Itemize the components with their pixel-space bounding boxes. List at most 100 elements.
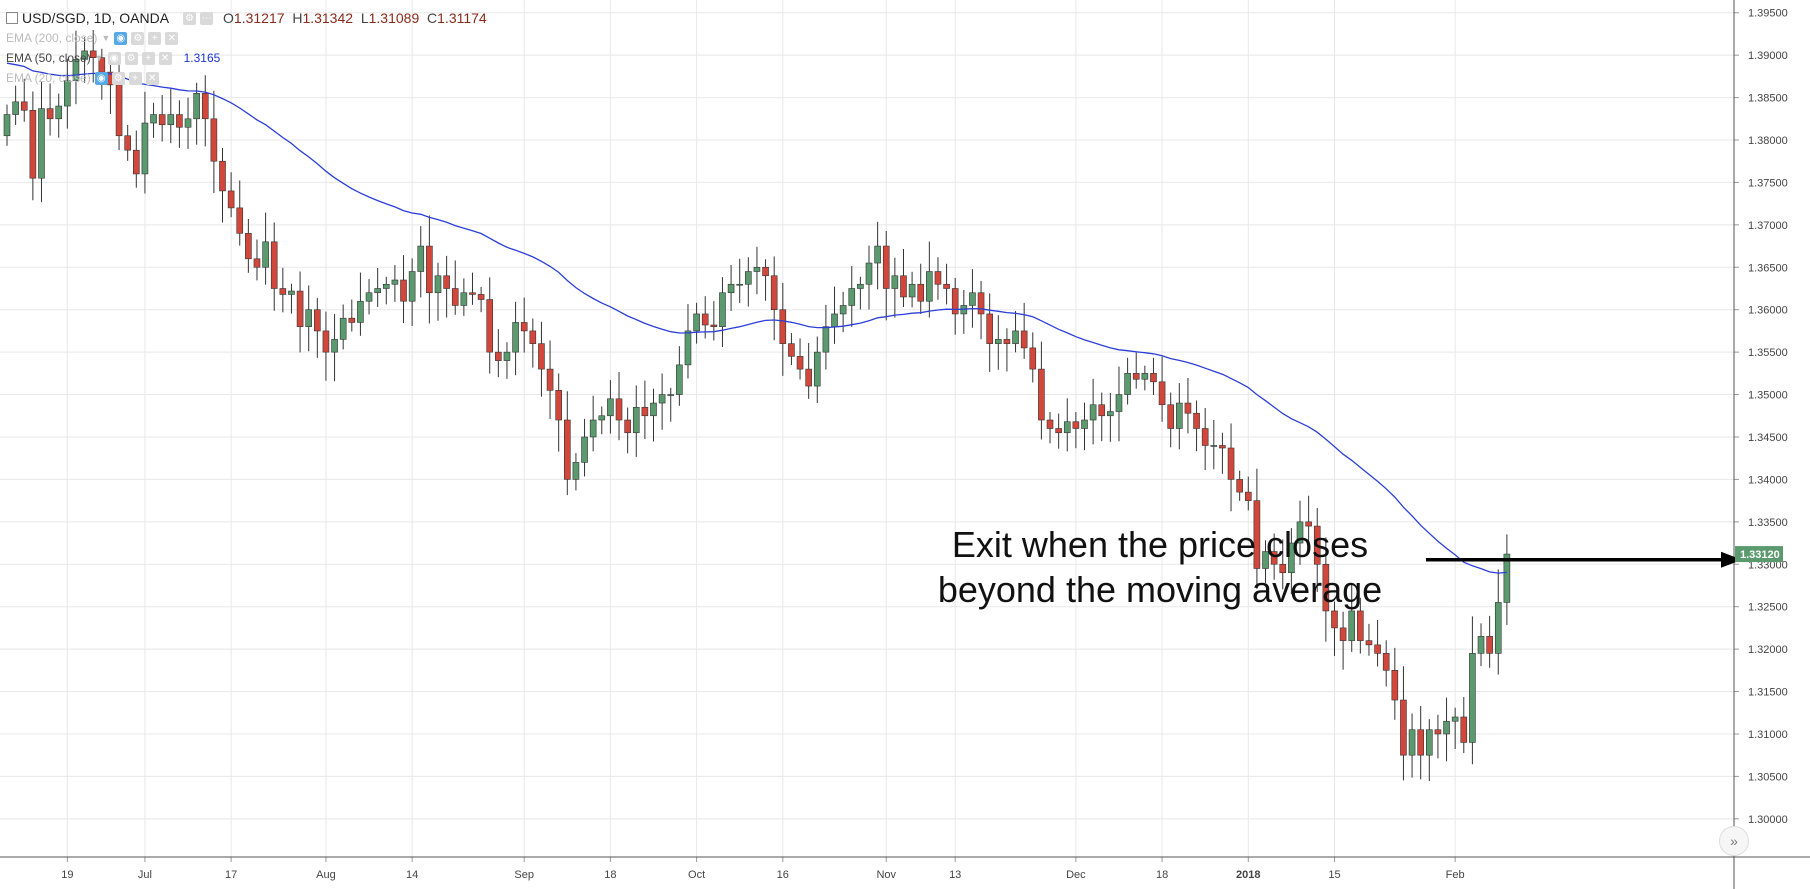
candle-up — [719, 292, 726, 327]
candle-up — [1063, 421, 1071, 434]
candle-down — [1331, 610, 1338, 629]
candle-down — [762, 266, 769, 277]
candle-down — [20, 101, 28, 111]
y-tick-label: 1.37500 — [1748, 177, 1788, 189]
candle-up — [288, 290, 295, 295]
close-icon[interactable]: ✕ — [158, 51, 172, 65]
candle-down — [701, 313, 709, 326]
candle-up — [141, 122, 149, 175]
eye-icon[interactable]: ◉ — [107, 51, 121, 65]
candle-down — [555, 390, 562, 421]
ema-50-line — [6, 62, 1507, 574]
candle-down — [917, 283, 925, 302]
x-tick-label: 18 — [604, 869, 616, 881]
collapse-icon[interactable] — [6, 12, 18, 24]
indicator-ema200[interactable]: EMA (200, close) ▼ ◉ ⚙ + ✕ — [6, 28, 487, 48]
candle-down — [1357, 610, 1364, 641]
candle-down — [322, 330, 330, 353]
candle-up — [874, 245, 881, 264]
candle-up — [262, 241, 269, 268]
close-icon[interactable]: ✕ — [145, 71, 159, 85]
candle-down — [46, 108, 54, 120]
plus-icon[interactable]: + — [148, 31, 162, 45]
settings-icon[interactable]: ⚙ — [183, 11, 197, 25]
y-tick-label: 1.30500 — [1748, 771, 1788, 783]
candle-up — [150, 114, 157, 124]
candle-down — [1391, 670, 1399, 701]
eye-icon[interactable]: ◉ — [114, 31, 128, 45]
low-label: L — [360, 10, 369, 26]
eye-icon[interactable]: ◉ — [94, 71, 108, 85]
indicator-ema50-value: 1.3165 — [183, 51, 221, 65]
candle-down — [1072, 421, 1080, 429]
indicator-ema50[interactable]: EMA (50, close) ▼ ◉ ⚙ + ✕ 1.3165 — [6, 48, 487, 68]
candle-down — [158, 114, 166, 126]
scroll-to-realtime-button[interactable]: » — [1719, 826, 1749, 856]
chevron-down-icon[interactable]: ▼ — [94, 53, 104, 63]
candle-down — [986, 313, 993, 344]
candle-up — [1426, 729, 1433, 756]
symbol-title[interactable]: USD/SGD, 1D, OANDA — [22, 10, 170, 26]
close-label: C — [427, 10, 438, 26]
y-tick-label: 1.32500 — [1748, 602, 1788, 614]
chevron-down-icon[interactable]: ▼ — [101, 33, 111, 43]
candle-down — [1486, 636, 1493, 654]
candle-down — [124, 135, 131, 151]
candle-down — [314, 309, 321, 332]
open-label: O — [223, 10, 234, 26]
plus-icon[interactable]: + — [141, 51, 155, 65]
candle-down — [1219, 445, 1226, 449]
settings-icon[interactable]: ⚙ — [111, 71, 125, 85]
candle-up — [1503, 553, 1511, 603]
candle-up — [64, 80, 71, 107]
candle-down — [563, 419, 571, 480]
candle-down — [1279, 563, 1287, 574]
candle-up — [1348, 610, 1356, 641]
candle-up — [891, 275, 899, 289]
candle-down — [89, 50, 97, 58]
candle-down — [296, 290, 304, 327]
settings-icon[interactable]: ⚙ — [124, 51, 138, 65]
candle-down — [253, 258, 261, 268]
candle-down — [1417, 729, 1424, 756]
candle-down — [770, 275, 778, 311]
candle-up — [391, 279, 399, 285]
more-icon[interactable]: ⋯ — [200, 11, 214, 25]
candle-up — [572, 462, 580, 480]
candle-up — [1115, 394, 1123, 412]
candle-up — [55, 105, 63, 120]
close-icon[interactable]: ✕ — [165, 31, 179, 45]
candle-down — [1382, 653, 1390, 671]
indicator-ema20[interactable]: EMA (20, close) ◉ ⚙ + ✕ — [6, 68, 487, 88]
indicator-ema20-label: EMA (20, close) — [6, 71, 91, 85]
x-tick-label: 17 — [225, 869, 237, 881]
x-tick-label: Dec — [1066, 869, 1086, 881]
candle-up — [434, 275, 442, 294]
indicator-ema200-label: EMA (200, close) — [6, 31, 98, 45]
plus-icon[interactable]: + — [128, 71, 142, 85]
candle-up — [167, 114, 175, 126]
candle-down — [1158, 381, 1166, 406]
open-value: 1.31217 — [233, 10, 285, 26]
candle-up — [339, 317, 347, 340]
last-price-label: 1.33120 — [1740, 549, 1780, 561]
candle-up — [1141, 373, 1149, 380]
candle-up — [1012, 330, 1019, 344]
candle-down — [1020, 330, 1028, 349]
candle-down — [1201, 428, 1209, 446]
settings-icon[interactable]: ⚙ — [131, 31, 145, 45]
candle-down — [426, 245, 433, 294]
candle-up — [607, 398, 614, 417]
candle-up — [417, 245, 425, 272]
y-tick-label: 1.30000 — [1748, 814, 1788, 826]
candle-down — [529, 330, 537, 344]
candle-down — [245, 233, 252, 260]
candle-down — [227, 190, 235, 209]
x-tick-label: 13 — [949, 869, 961, 881]
candle-up — [1469, 653, 1476, 743]
y-tick-label: 1.34000 — [1748, 474, 1788, 486]
candle-down — [469, 292, 476, 295]
candle-up — [598, 415, 606, 421]
